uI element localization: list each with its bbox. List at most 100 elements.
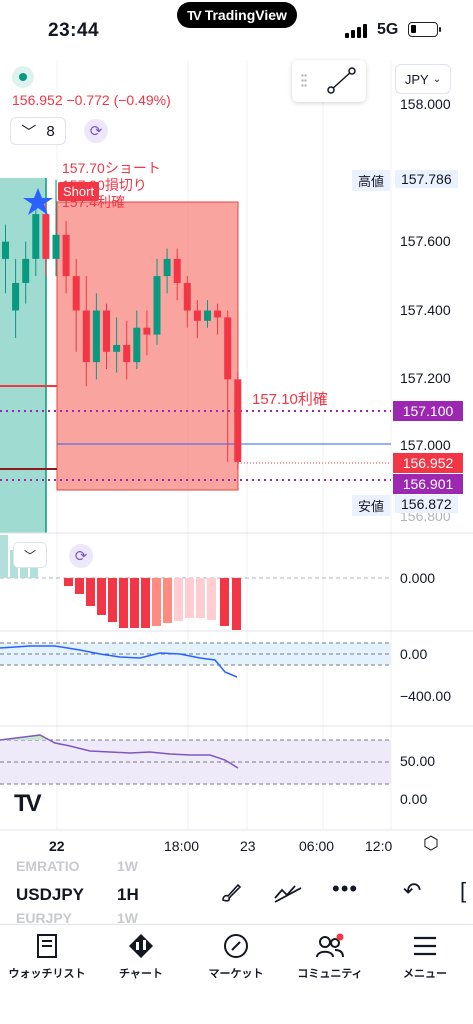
trend-line-tool[interactable] — [292, 60, 366, 102]
chart-canvas[interactable] — [0, 60, 473, 860]
indicator-count: 8 — [46, 122, 55, 140]
tab-bar: ウォッチリスト チャート マーケット コミュニティ メニュー — [0, 924, 473, 1024]
candle — [183, 282, 191, 311]
indicator-collapse-button[interactable]: ﹀ 8 — [10, 117, 66, 145]
rsi-axis-label: 0.00 — [400, 791, 428, 807]
chart-area[interactable]: 156.952 −0.772 (−0.49%) ﹀ 8 ⟳ JPY ⌄ 157.… — [0, 60, 473, 860]
time-axis-label: 06:00 — [299, 838, 335, 854]
ghost-symbol: EMRATIO — [16, 858, 80, 874]
undo-icon[interactable]: ↶ — [403, 878, 422, 903]
time-axis-label: 18:00 — [164, 838, 200, 854]
currency-label: JPY — [404, 71, 429, 87]
price-axis-label: 157.000 — [400, 437, 451, 453]
candle — [113, 344, 121, 352]
candle — [234, 379, 242, 462]
watchlist-icon — [36, 933, 58, 959]
symbol-selector[interactable]: USDJPY — [16, 885, 85, 904]
tab-label: ウォッチリスト — [8, 968, 86, 980]
current-price-tag: 156.952 — [393, 453, 463, 473]
more-icon[interactable]: ••• — [332, 876, 359, 901]
candle — [62, 234, 70, 277]
network-type: 5G — [377, 21, 399, 38]
gear-icon[interactable]: ⬡ — [423, 833, 439, 853]
candle — [133, 327, 141, 363]
candle — [214, 310, 222, 318]
drag-handle-icon[interactable] — [301, 73, 307, 87]
short-badge: Short — [58, 182, 100, 201]
tab-label: マーケット — [208, 968, 264, 980]
tab-menu[interactable]: メニュー — [378, 933, 472, 981]
tab-watchlist[interactable]: ウォッチリスト — [0, 933, 94, 981]
status-bar: 23:44 TV TradingView 5G — [0, 0, 473, 60]
ghost-interval: 1W — [117, 910, 138, 926]
tab-community[interactable]: コミュニティ — [283, 933, 377, 981]
price-change: 156.952 −0.772 (−0.49%) — [12, 92, 171, 108]
candle — [52, 234, 60, 259]
interval-selector[interactable]: 1H — [117, 885, 139, 904]
candle — [72, 276, 80, 311]
tab-chart[interactable]: チャート — [94, 933, 188, 981]
candle — [204, 310, 211, 321]
candle — [2, 241, 9, 259]
tab-market[interactable]: マーケット — [189, 933, 283, 981]
time-axis-label: 12:0 — [365, 838, 393, 854]
time-axis-label: 22 — [49, 838, 65, 854]
chevron-down-icon: ⌄ — [432, 73, 442, 85]
high-value: 157.786 — [395, 170, 458, 188]
macd-axis-label: 0.000 — [400, 570, 436, 586]
oscillator-line — [0, 645, 238, 678]
candle — [103, 310, 110, 352]
bottom-toolbar: EMRATIO 1W USDJPY 1H EURJPY 1W ••• ↶ [ — [0, 858, 473, 926]
tradingview-watermark-icon: TV — [14, 790, 42, 817]
candle — [173, 258, 181, 283]
high-label: 高値 — [352, 170, 391, 191]
rsi-axis-label: 50.00 — [400, 753, 436, 769]
tab-label: メニュー — [403, 968, 447, 980]
trend-line-icon — [327, 67, 356, 94]
candle — [224, 317, 232, 380]
price-axis-label: 157.400 — [400, 302, 451, 318]
low-label: 安値 — [352, 495, 391, 516]
drawings-icon[interactable] — [273, 880, 303, 904]
candle — [153, 276, 161, 335]
tab-label: チャート — [119, 968, 163, 980]
sync-icon[interactable]: ⟳ — [84, 119, 108, 143]
menu-icon — [413, 933, 437, 959]
entry-label: 157.70ショート — [62, 160, 161, 176]
candle — [123, 344, 131, 363]
candle — [32, 214, 40, 259]
candle — [82, 310, 90, 363]
price-axis-label: 158.000 — [400, 96, 451, 112]
signal-icon — [345, 24, 367, 38]
oscillator-axis-label: 0.00 — [400, 646, 428, 662]
time-axis-label: 23 — [240, 838, 256, 854]
tab-label: コミュニティ — [297, 968, 363, 980]
target-price-tag: 157.100 — [393, 401, 463, 421]
target2-label: 157.10利確 — [252, 391, 328, 408]
candle — [12, 282, 20, 311]
chart-icon — [128, 933, 154, 959]
battery-icon — [408, 22, 441, 37]
candle — [22, 258, 30, 283]
candle — [193, 310, 201, 321]
currency-selector[interactable]: JPY ⌄ — [395, 64, 451, 94]
community-icon — [315, 933, 345, 959]
candle — [92, 310, 100, 363]
low-value: 156.872 — [395, 495, 458, 513]
bottom-price-tag: 156.901 — [393, 474, 463, 494]
candle — [163, 258, 171, 277]
status-time: 23:44 — [48, 20, 100, 41]
pane-collapse-button[interactable]: ﹀ — [13, 542, 47, 568]
fullscreen-icon[interactable]: [ — [460, 878, 467, 903]
tradingview-logo-icon: TV — [187, 7, 202, 23]
app-name: TradingView — [204, 7, 287, 23]
chevron-down-icon: ﹀ — [23, 548, 36, 563]
candle — [143, 327, 151, 335]
rsi-line — [0, 734, 239, 769]
app-indicator: TV TradingView — [177, 2, 297, 28]
candle — [42, 214, 50, 259]
price-axis-label: 157.200 — [400, 370, 451, 386]
brush-icon[interactable] — [219, 880, 243, 904]
price-axis-label: 157.600 — [400, 233, 451, 249]
sync-icon[interactable]: ⟳ — [69, 544, 93, 568]
